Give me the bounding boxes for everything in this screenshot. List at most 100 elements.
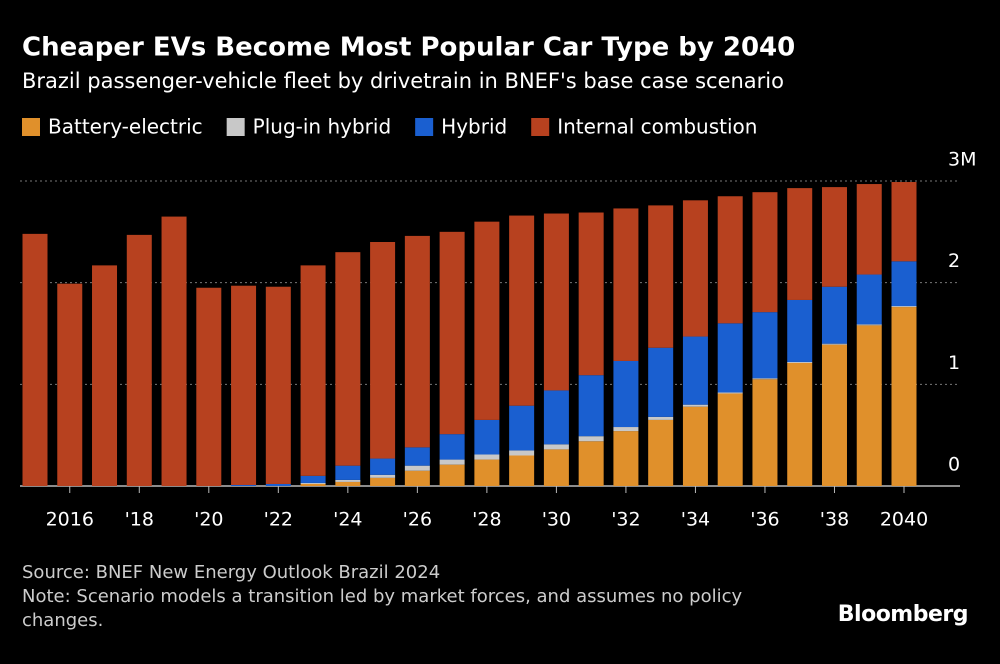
bar-segment	[509, 455, 535, 486]
bar-segment	[787, 299, 813, 362]
bar-segment	[752, 192, 778, 313]
bar-segment	[439, 434, 465, 460]
x-tick-label: '34	[681, 509, 710, 531]
bar-segment	[439, 231, 465, 435]
bar-segment	[439, 464, 465, 486]
bar-segment	[787, 188, 813, 300]
bar-segment	[22, 233, 48, 486]
bar-segment	[439, 459, 465, 465]
bar-segment	[161, 216, 187, 487]
bar-segment	[300, 475, 326, 483]
bar-segment	[717, 392, 743, 394]
bar-segment	[231, 484, 257, 486]
bar-segment	[717, 323, 743, 393]
bar-segment	[578, 375, 604, 437]
bar-segment	[509, 215, 535, 406]
bar-segment	[891, 306, 917, 308]
x-tick-label: 2016	[46, 509, 94, 531]
bar-segment	[543, 444, 569, 450]
bar-segment	[370, 242, 396, 459]
x-tick-label: '36	[750, 509, 779, 531]
brand: Bloomberg	[837, 602, 969, 627]
bar-segment	[787, 362, 813, 486]
bar-segment	[613, 360, 639, 428]
bar-segment	[856, 325, 882, 486]
bar-segment	[891, 182, 917, 262]
bar-segment	[787, 361, 813, 363]
bar-segment	[300, 265, 326, 476]
bar-segment	[856, 324, 882, 326]
x-tick-label: '26	[403, 509, 432, 531]
bar-segment	[57, 283, 83, 486]
bar-segment	[474, 221, 500, 420]
bar-segment	[613, 208, 639, 361]
chart-subtitle: Brazil passenger-vehicle fleet by drivet…	[22, 69, 784, 93]
bar-segment	[891, 307, 917, 486]
bar-segment	[821, 344, 847, 486]
y-tick-label: 0	[948, 454, 960, 476]
legend-label: Hybrid	[441, 115, 507, 139]
legend-swatch	[531, 118, 550, 136]
bar-segment	[578, 436, 604, 442]
bar-segment	[856, 274, 882, 325]
bar-segment	[752, 312, 778, 379]
bar-segment	[648, 419, 674, 486]
y-tick-label: 1	[948, 352, 960, 374]
bar-segment	[682, 200, 708, 337]
x-tick-label: '30	[542, 509, 571, 531]
x-tick-label: '18	[125, 509, 154, 531]
bar-segment	[265, 286, 291, 484]
bar-segment	[543, 213, 569, 391]
bar-segment	[474, 459, 500, 486]
bar-segment	[543, 390, 569, 445]
bar-segment	[682, 406, 708, 486]
bar-segment	[335, 252, 361, 466]
x-tick-label: '32	[611, 509, 640, 531]
x-tick-label: '24	[333, 509, 362, 531]
legend-swatch	[226, 118, 245, 136]
bar-segment	[370, 474, 396, 478]
y-tick-label: 2	[948, 250, 960, 272]
legend-swatch	[22, 118, 40, 136]
bar-segment	[578, 212, 604, 376]
bar-segment	[196, 287, 222, 486]
bar-segment	[404, 235, 430, 448]
bar-segment	[578, 441, 604, 486]
bar-segment	[300, 483, 326, 486]
bar-segment	[509, 405, 535, 451]
bar-segment	[717, 196, 743, 324]
bar-segment	[821, 343, 847, 345]
bar-segment	[265, 483, 291, 486]
bar-segment	[821, 286, 847, 344]
x-tick-label: '20	[194, 509, 223, 531]
bar-segment	[92, 265, 118, 486]
x-tick-label: '38	[820, 509, 849, 531]
legend-label: Plug-in hybrid	[253, 115, 391, 139]
legend-label: Internal combustion	[557, 115, 757, 139]
bar-segment	[404, 470, 430, 486]
bar-segment	[717, 393, 743, 486]
bar-segment	[474, 419, 500, 455]
x-tick-label: '28	[472, 509, 501, 531]
y-tick-label: 3M	[948, 149, 976, 171]
bar-segment	[543, 449, 569, 486]
bar-segment	[126, 234, 152, 486]
bar-segment	[752, 378, 778, 380]
bar-segment	[300, 482, 326, 484]
legend-label: Battery-electric	[48, 115, 203, 139]
bar-segment	[231, 285, 257, 485]
chart-title: Cheaper EVs Become Most Popular Car Type…	[22, 33, 795, 63]
bar-segment	[370, 477, 396, 486]
bar-segment	[404, 447, 430, 466]
bar-segment	[891, 261, 917, 307]
bar-segment	[474, 454, 500, 460]
bar-segment	[613, 427, 639, 432]
bar-segment	[335, 479, 361, 482]
note: Note: Scenario models a transition led b…	[22, 586, 743, 631]
bar-segment	[752, 379, 778, 486]
bar-segment	[648, 416, 674, 420]
bar-segment	[335, 481, 361, 486]
bar-segment	[821, 187, 847, 287]
source: Source: BNEF New Energy Outlook Brazil 2…	[22, 562, 441, 583]
